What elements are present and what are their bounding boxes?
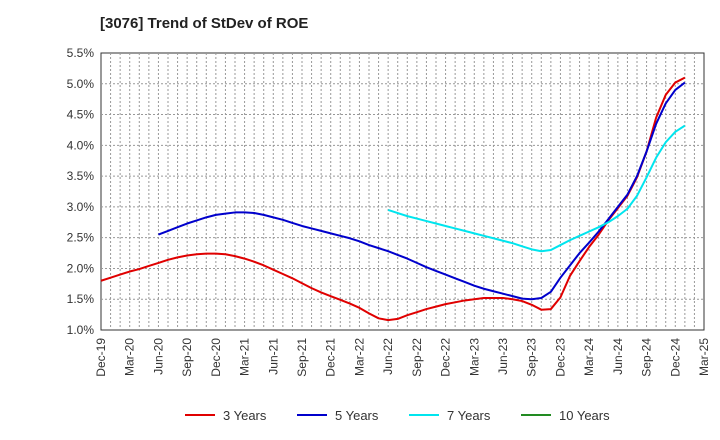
- x-tick-label: Mar-21: [238, 338, 252, 376]
- plot-area: [100, 52, 705, 331]
- y-tick-label: 1.0%: [67, 323, 95, 337]
- y-tick-label: 2.5%: [67, 231, 95, 245]
- x-tick-label: Dec-22: [439, 338, 453, 377]
- axis-layer: 1.0% 1.5% 2.0% 2.5% 3.0% 3.5% 4.0% 4.5% 5.0% 5.5%…: [67, 46, 711, 377]
- legend-label-3-years: 3 Years: [223, 408, 267, 423]
- x-tick-label: Jun-22: [381, 338, 395, 375]
- y-tick-label: 3.0%: [67, 200, 95, 214]
- x-tick-label: Jun-23: [496, 338, 510, 375]
- legend: 3 Years 5 Years 7 Years 10 Years: [185, 408, 610, 423]
- x-tick-label: Sep-24: [640, 338, 654, 377]
- x-tick-label: Jun-24: [611, 338, 625, 375]
- y-tick-label: 1.5%: [67, 292, 95, 306]
- x-tick-label: Sep-23: [525, 338, 539, 377]
- x-tick-label: Sep-22: [410, 338, 424, 377]
- x-tick-label: Dec-23: [553, 338, 567, 377]
- x-tick-label: Mar-24: [582, 338, 596, 376]
- x-tick-label: Mar-23: [467, 338, 481, 376]
- x-tick-label: Mar-25: [697, 338, 711, 376]
- chart-title: [3076] Trend of StDev of ROE: [100, 15, 308, 32]
- x-tick-label: Mar-20: [123, 338, 137, 376]
- grid-layer: [101, 53, 704, 330]
- series-line-5-years: [158, 81, 686, 301]
- x-tick-label: Dec-20: [209, 338, 223, 377]
- series-layer: [100, 76, 686, 322]
- x-tick-label: Jun-21: [266, 338, 280, 375]
- y-tick-label: 2.0%: [67, 261, 95, 275]
- y-tick-label: 3.5%: [67, 169, 95, 183]
- x-tick-label: Sep-21: [295, 338, 309, 377]
- y-tick-label: 4.5%: [67, 108, 95, 122]
- x-tick-label: Mar-22: [352, 338, 366, 376]
- x-tick-label: Sep-20: [180, 338, 194, 377]
- series-line-3-years: [100, 76, 686, 322]
- x-tick-label: Jun-20: [151, 338, 165, 375]
- legend-label-10-years: 10 Years: [559, 408, 610, 423]
- x-tick-label: Dec-21: [324, 338, 338, 377]
- series-line-7-years: [387, 124, 686, 253]
- x-tick-label: Dec-19: [94, 338, 108, 377]
- y-tick-label: 4.0%: [67, 138, 95, 152]
- y-tick-label: 5.0%: [67, 77, 95, 91]
- legend-label-5-years: 5 Years: [335, 408, 379, 423]
- legend-label-7-years: 7 Years: [447, 408, 491, 423]
- x-tick-label: Dec-24: [668, 338, 682, 377]
- y-tick-label: 5.5%: [67, 46, 95, 60]
